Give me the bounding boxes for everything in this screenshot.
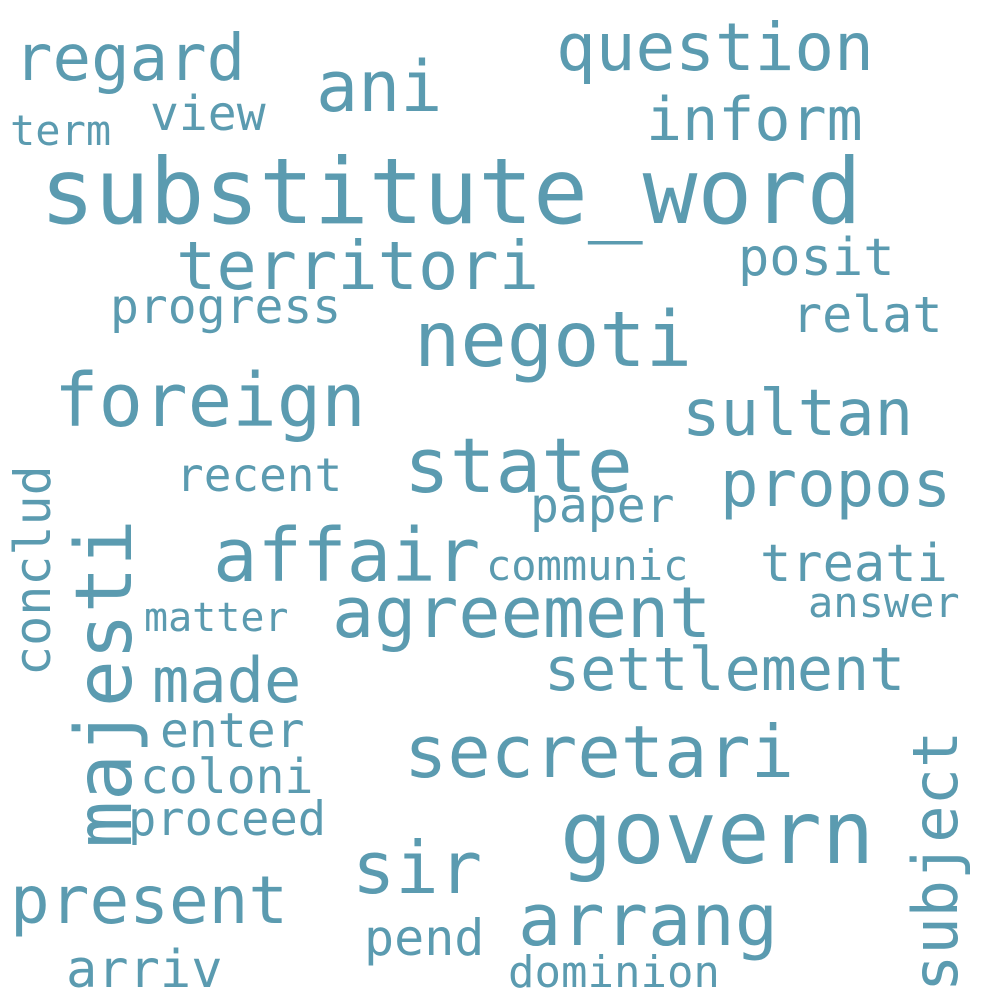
word-answer: answer (808, 578, 960, 627)
word-dominion: dominion (508, 947, 720, 998)
word-sir: sir (352, 826, 483, 910)
word-secretari: secretari (404, 710, 795, 794)
word-question: question (556, 9, 874, 86)
word-negoti: negoti (414, 296, 693, 385)
word-relat: relat (792, 286, 943, 344)
word-foreign: foreign (54, 358, 366, 444)
word-agreement: agreement (332, 572, 712, 654)
word-sultan: sultan (682, 377, 914, 451)
word-pend: pend (364, 909, 485, 967)
word-paper: paper (530, 478, 675, 534)
word-present: present (10, 862, 289, 939)
word-majesti: majesti (60, 519, 150, 848)
word-matter: matter (144, 595, 289, 641)
word-state: state (404, 421, 633, 510)
word-view: view (150, 86, 266, 142)
word-posit: posit (738, 228, 895, 288)
word-subject: subject (899, 730, 972, 992)
word-term: term (10, 106, 112, 155)
word-recent: recent (176, 448, 343, 502)
word-enter: enter (160, 703, 305, 759)
word-progress: progress (110, 279, 342, 335)
word-treati: treati (760, 534, 948, 594)
word-arrang: arrang (518, 878, 779, 962)
word-propos: propos (720, 448, 952, 522)
word-proceed: proceed (128, 792, 327, 847)
word-affair: affair (213, 513, 481, 599)
word-made: made (152, 644, 302, 717)
word-conclud: conclud (4, 465, 62, 676)
word-settlement: settlement (544, 635, 906, 705)
word-regard: regard (14, 22, 246, 96)
word-inform: inform (646, 85, 863, 155)
word-coloni: coloni (140, 749, 314, 805)
word-arriv: arriv (66, 940, 223, 1000)
word-territori: territori (176, 227, 540, 305)
word-ani: ani (316, 46, 443, 128)
word-govern: govern (560, 782, 875, 884)
word-communic: communic (486, 541, 689, 590)
word-substitute-word: substitute_word (40, 140, 862, 245)
